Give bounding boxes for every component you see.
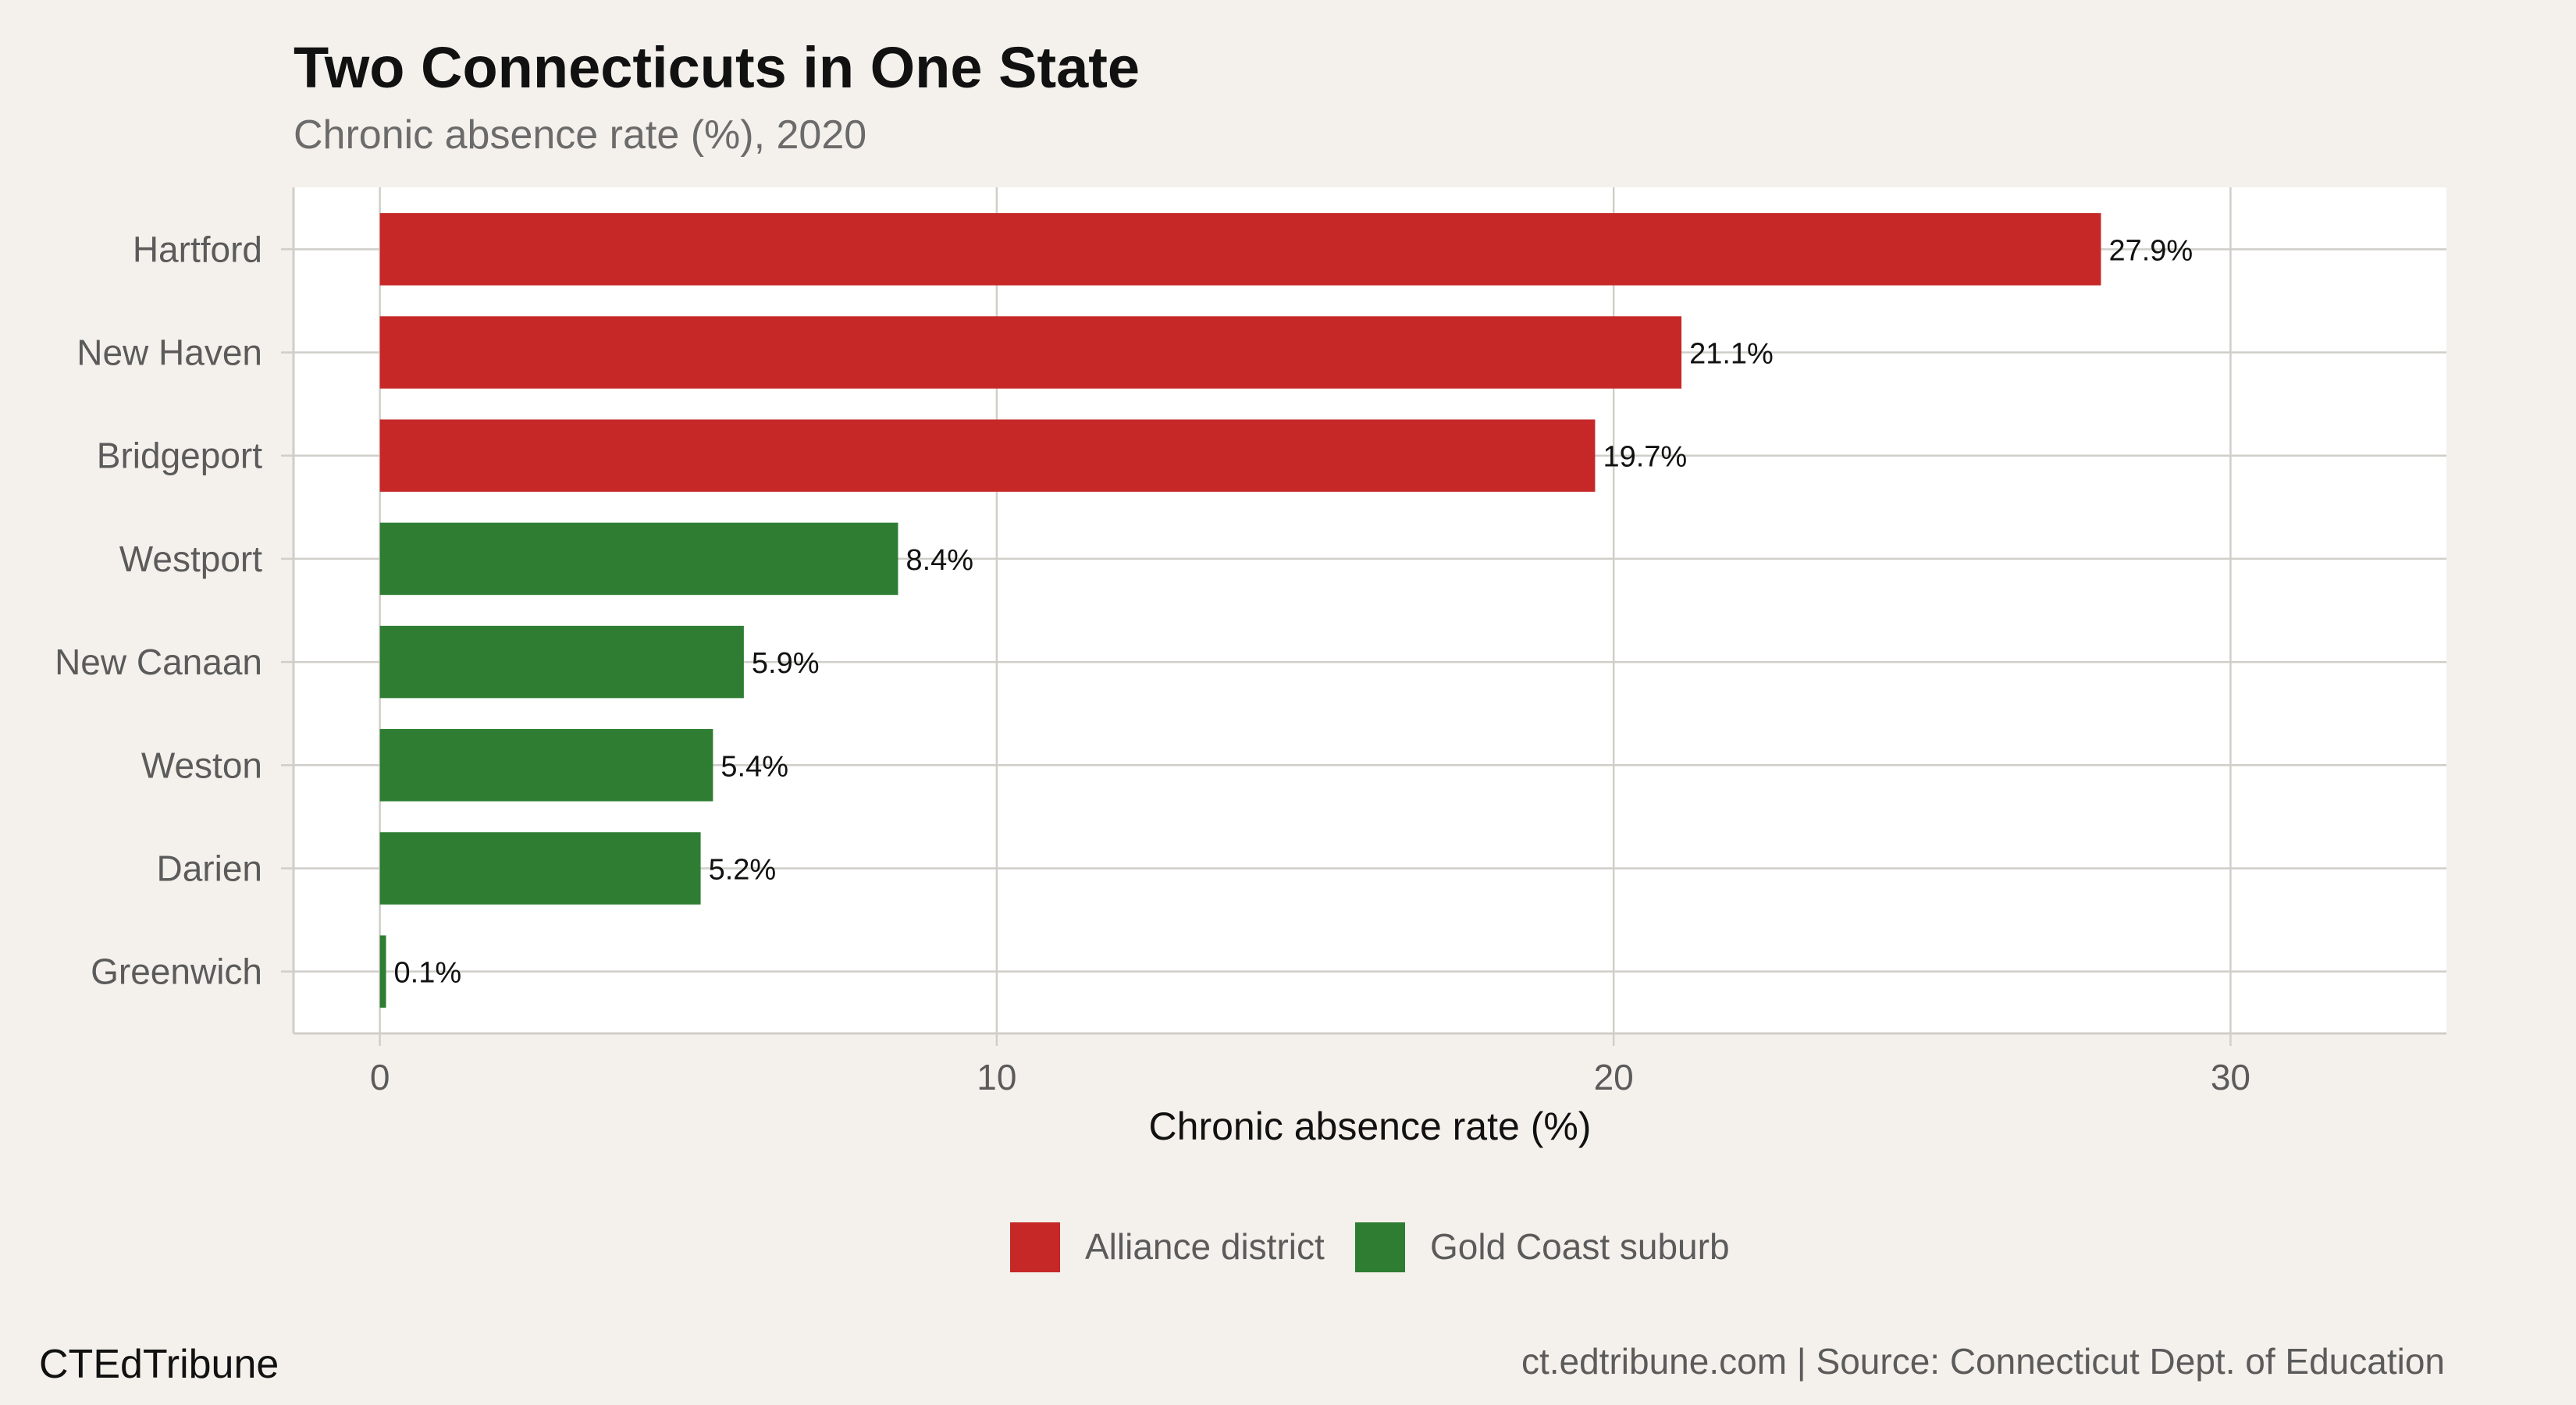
x-tick-label-20: 20 xyxy=(1594,1057,1634,1097)
data-label-new-canaan: 5.9% xyxy=(752,647,820,680)
bars: 27.9% 21.1% 19.7% 8.4% 5.9% 5.4% 5.2% 0.1% xyxy=(379,213,2193,1008)
axes: 0 10 20 30 Hartford New Haven Bridgeport Westpo… xyxy=(55,187,2446,1097)
category-label-new-haven: New Haven xyxy=(76,333,262,373)
legend-label-gold-coast-suburb: Gold Coast suburb xyxy=(1430,1226,1730,1267)
bar-hartford xyxy=(379,213,2101,286)
bar-weston xyxy=(379,729,713,802)
data-label-westport: 8.4% xyxy=(906,544,973,577)
legend-label-alliance-district: Alliance district xyxy=(1085,1226,1325,1267)
x-tick-label-0: 0 xyxy=(370,1057,390,1097)
bar-new-canaan xyxy=(379,625,744,699)
bar-westport xyxy=(379,522,898,596)
category-label-greenwich: Greenwich xyxy=(91,951,262,992)
data-label-darien: 5.2% xyxy=(709,853,777,886)
category-label-westport: Westport xyxy=(119,539,262,579)
data-label-greenwich: 0.1% xyxy=(394,957,462,990)
category-label-weston: Weston xyxy=(141,745,262,785)
data-label-hartford: 27.9% xyxy=(2108,234,2193,267)
bar-darien xyxy=(379,832,701,905)
bar-new-haven xyxy=(379,316,1682,389)
bar-greenwich xyxy=(379,935,386,1008)
x-axis-title: Chronic absence rate (%) xyxy=(1149,1104,1592,1148)
chart-title: Two Connecticuts in One State xyxy=(294,35,1140,100)
bar-bridgeport xyxy=(379,419,1596,492)
data-label-weston: 5.4% xyxy=(720,750,788,783)
brand-logo-text: CTEdTribune xyxy=(39,1342,279,1387)
chart-subtitle: Chronic absence rate (%), 2020 xyxy=(294,112,866,158)
legend-swatch-alliance-district xyxy=(1010,1222,1060,1272)
x-tick-label-30: 30 xyxy=(2211,1057,2250,1097)
plot-panel xyxy=(294,187,2446,1033)
category-label-darien: Darien xyxy=(156,848,262,888)
x-tick-label-10: 10 xyxy=(977,1057,1016,1097)
category-label-new-canaan: New Canaan xyxy=(55,642,262,682)
legend-swatch-gold-coast-suburb xyxy=(1355,1222,1405,1272)
data-label-new-haven: 21.1% xyxy=(1689,338,1774,371)
source-caption: ct.edtribune.com | Source: Connecticut D… xyxy=(1521,1341,2445,1382)
category-label-hartford: Hartford xyxy=(133,229,262,269)
data-label-bridgeport: 19.7% xyxy=(1603,441,1687,474)
legend: Alliance district Gold Coast suburb xyxy=(1010,1222,1730,1272)
category-label-bridgeport: Bridgeport xyxy=(97,436,262,476)
